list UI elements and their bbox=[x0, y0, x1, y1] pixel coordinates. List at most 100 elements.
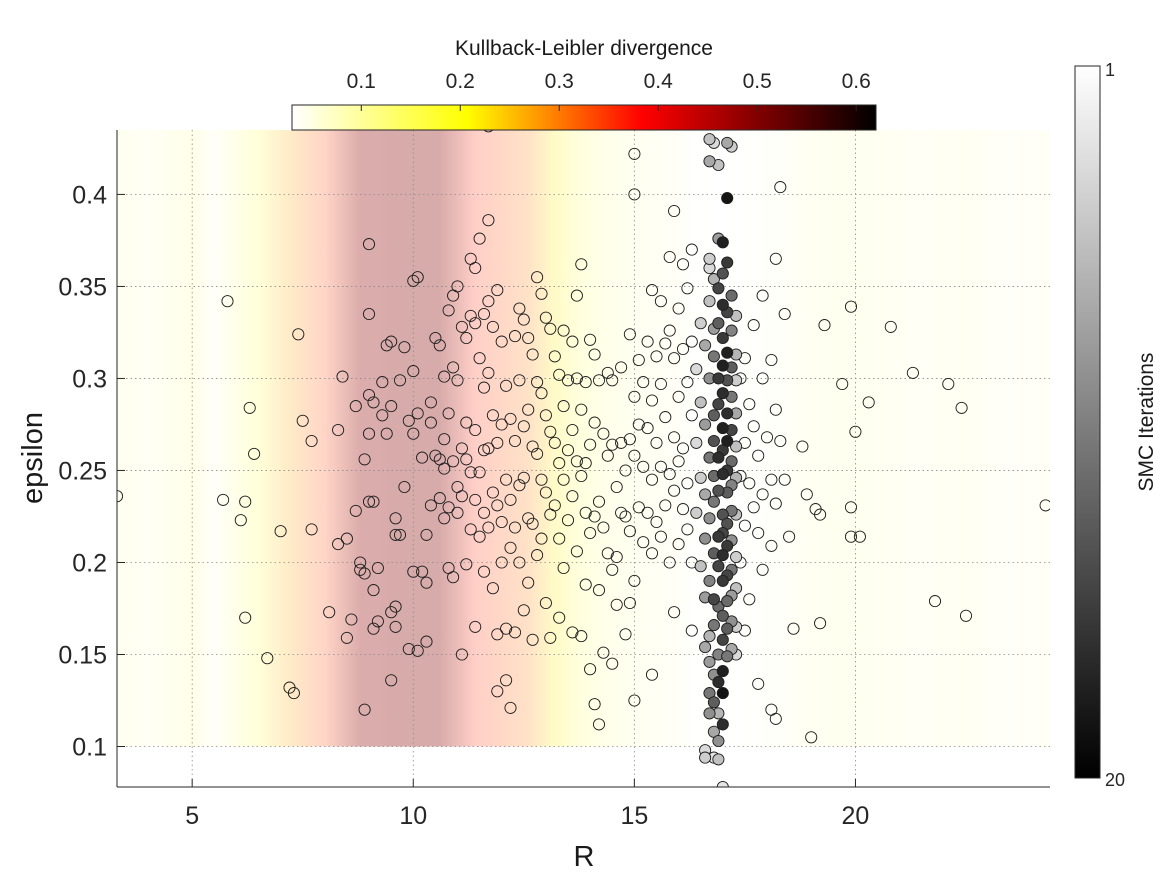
scatter-point bbox=[354, 563, 367, 576]
kl-colorbar-tick-label: 0.2 bbox=[446, 70, 475, 93]
scatter-point bbox=[712, 317, 725, 330]
scatter-point bbox=[676, 342, 690, 356]
scatter-point bbox=[690, 506, 703, 519]
scatter-point bbox=[641, 506, 654, 519]
scatter-point bbox=[513, 556, 526, 569]
scatter-point bbox=[508, 330, 522, 343]
scatter-point bbox=[668, 352, 681, 365]
scatter-point bbox=[712, 398, 725, 411]
kl-colorbar-tick-label: 0.5 bbox=[743, 70, 772, 93]
scatter-point bbox=[477, 506, 491, 519]
scatter-point bbox=[592, 718, 606, 731]
scatter-point bbox=[628, 449, 641, 462]
scatter-point bbox=[844, 501, 858, 514]
scatter-point bbox=[416, 565, 429, 578]
scatter-point bbox=[336, 370, 349, 383]
scatter-point bbox=[464, 523, 477, 536]
scatter-point bbox=[455, 490, 468, 503]
scatter-point bbox=[517, 471, 530, 484]
scatter-point bbox=[592, 374, 606, 387]
scatter-point bbox=[500, 473, 513, 486]
scatter-point bbox=[340, 631, 353, 644]
scatter-point bbox=[668, 606, 681, 619]
y-tick-label: 0.3 bbox=[72, 365, 107, 393]
kl-colorbar-label: Kullback-Leibler divergence bbox=[455, 37, 713, 60]
scatter-point bbox=[699, 339, 712, 352]
scatter-point bbox=[389, 600, 402, 613]
scatter-point bbox=[884, 320, 897, 333]
scatter-point bbox=[451, 374, 464, 387]
scatter-point bbox=[526, 348, 539, 361]
scatter-point bbox=[712, 676, 725, 689]
scatter-point bbox=[681, 282, 694, 295]
scatter-point bbox=[455, 442, 468, 455]
scatter-point bbox=[716, 609, 729, 622]
scatter-point bbox=[659, 499, 672, 512]
scatter-point bbox=[707, 350, 720, 363]
scatter-point bbox=[641, 422, 654, 435]
scatter-point bbox=[654, 295, 667, 308]
kl-colorbar-tick-label: 0.1 bbox=[347, 70, 376, 93]
scatter-point bbox=[694, 560, 707, 573]
scatter-point bbox=[756, 289, 769, 302]
scatter-point bbox=[561, 514, 575, 527]
scatter-point bbox=[592, 495, 606, 508]
scatter-point bbox=[752, 449, 765, 462]
scatter-point bbox=[721, 346, 734, 359]
scatter-point bbox=[411, 644, 424, 657]
scatter-point bbox=[716, 574, 729, 587]
scatter-point bbox=[411, 271, 424, 284]
scatter-point bbox=[429, 331, 442, 345]
scatter-point bbox=[716, 387, 729, 400]
scatter-point bbox=[407, 427, 420, 440]
scatter-point bbox=[615, 436, 628, 449]
kl-colorbar: Kullback-Leibler divergence 0.1 0.2 0.3 0.4… bbox=[291, 37, 877, 131]
scatter-point bbox=[517, 313, 530, 326]
scatter-point bbox=[261, 652, 274, 665]
scatter-point bbox=[517, 604, 530, 617]
scatter-point bbox=[619, 464, 632, 477]
y-tick-label: 0.4 bbox=[72, 181, 107, 209]
scatter-point bbox=[535, 473, 548, 486]
scatter-point bbox=[778, 473, 791, 486]
smc-colorbar: 1 20 SMC Iterations bbox=[1074, 60, 1158, 790]
scatter-point bbox=[592, 584, 606, 597]
scatter-point bbox=[703, 630, 716, 643]
x-tick-label: 20 bbox=[842, 802, 870, 830]
scatter-point bbox=[526, 633, 539, 646]
scatter-point bbox=[703, 133, 716, 146]
scatter-point bbox=[699, 418, 712, 431]
scatter-point bbox=[455, 648, 468, 661]
scatter-point bbox=[663, 324, 676, 337]
scatter-point bbox=[610, 550, 623, 564]
scatter-point bbox=[637, 376, 650, 389]
scatter-point bbox=[769, 497, 782, 510]
scatter-point bbox=[862, 396, 875, 409]
scatter-point bbox=[849, 425, 862, 438]
scatter-point bbox=[650, 515, 663, 529]
scatter-point bbox=[805, 731, 818, 744]
scatter-point bbox=[482, 214, 495, 227]
scatter-point bbox=[393, 528, 407, 541]
scatter-point bbox=[752, 677, 765, 690]
kl-colorbar-tick-label: 0.3 bbox=[545, 70, 574, 93]
scatter-point bbox=[597, 521, 610, 534]
scatter-point bbox=[707, 619, 720, 632]
scatter-point bbox=[690, 436, 703, 449]
scatter-point bbox=[495, 418, 508, 431]
scatter-point bbox=[721, 192, 734, 205]
scatter-point bbox=[522, 403, 535, 416]
scatter-point bbox=[703, 155, 716, 168]
scatter-point bbox=[606, 657, 619, 670]
scatter-point bbox=[535, 532, 548, 545]
scatter-point bbox=[721, 136, 734, 149]
scatter-point bbox=[685, 335, 698, 348]
scatter-point bbox=[716, 267, 729, 280]
scatter-point bbox=[442, 407, 455, 420]
plot-area bbox=[116, 130, 1050, 788]
scatter-point bbox=[570, 289, 583, 302]
scatter-point bbox=[504, 493, 517, 506]
scatter-point bbox=[469, 493, 482, 506]
scatter-point bbox=[495, 556, 508, 569]
scatter-point bbox=[610, 598, 623, 611]
